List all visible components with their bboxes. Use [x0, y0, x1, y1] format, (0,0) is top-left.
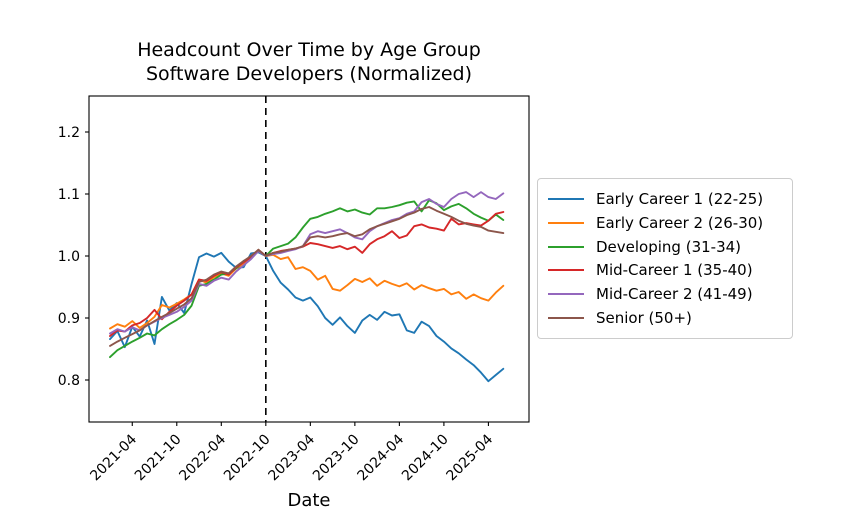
legend-label: Mid-Career 1 (35-40)	[596, 261, 753, 280]
legend-item: Early Career 2 (26-30)	[548, 211, 782, 235]
x-tick-label: 2023-04	[265, 431, 318, 484]
chart-title-line-1: Headcount Over Time by Age Group	[137, 39, 481, 61]
series-line-senior-50	[109, 206, 505, 347]
legend-label: Early Career 1 (22-25)	[596, 189, 764, 208]
legend-item: Mid-Career 2 (41-49)	[548, 282, 782, 306]
x-tick-label: 2021-10	[132, 432, 185, 485]
x-tick-label: 2024-10	[399, 432, 452, 485]
x-tick-label: 2025-04	[444, 431, 497, 484]
y-tick-label: 1.0	[58, 249, 80, 265]
series-line-mid-career-1-35-40	[109, 211, 505, 337]
legend-label: Developing (31-34)	[596, 237, 742, 256]
series-line-early-career-2-26-30	[109, 250, 505, 330]
legend-item: Senior (50+)	[548, 306, 782, 330]
legend-line-swatch	[548, 293, 584, 296]
legend-line-swatch	[548, 245, 584, 248]
chart-title: Headcount Over Time by Age Group Softwar…	[89, 38, 529, 86]
legend-item: Developing (31-34)	[548, 235, 782, 259]
y-tick-label: 0.8	[58, 373, 80, 389]
legend-line-swatch	[548, 317, 584, 320]
x-tick-label: 2021-04	[87, 431, 140, 484]
legend-item: Early Career 1 (22-25)	[548, 187, 782, 211]
legend-label: Senior (50+)	[596, 309, 692, 328]
legend-label: Mid-Career 2 (41-49)	[596, 285, 753, 304]
series-line-early-career-1-22-25	[109, 251, 505, 383]
x-tick-label: 2022-04	[176, 431, 229, 484]
y-tick-label: 1.2	[58, 125, 80, 141]
chart-title-line-2: Software Developers (Normalized)	[145, 63, 473, 85]
y-tick-label: 1.1	[58, 187, 80, 203]
axes-frame	[88, 95, 530, 423]
series-line-mid-career-2-41-49	[109, 191, 505, 335]
x-axis-title: Date	[287, 490, 331, 511]
legend: Early Career 1 (22-25) Early Career 2 (26…	[537, 178, 793, 339]
y-tick-label: 0.9	[58, 311, 80, 327]
legend-line-swatch	[548, 197, 584, 200]
legend-line-swatch	[548, 221, 584, 224]
x-tick-label: 2024-04	[355, 431, 408, 484]
x-tick-label: 2023-10	[310, 432, 363, 485]
legend-line-swatch	[548, 269, 584, 272]
legend-label: Early Career 2 (26-30)	[596, 213, 764, 232]
series-line-developing-31-34	[109, 199, 505, 359]
x-tick-label: 2022-10	[221, 432, 274, 485]
legend-item: Mid-Career 1 (35-40)	[548, 258, 782, 282]
